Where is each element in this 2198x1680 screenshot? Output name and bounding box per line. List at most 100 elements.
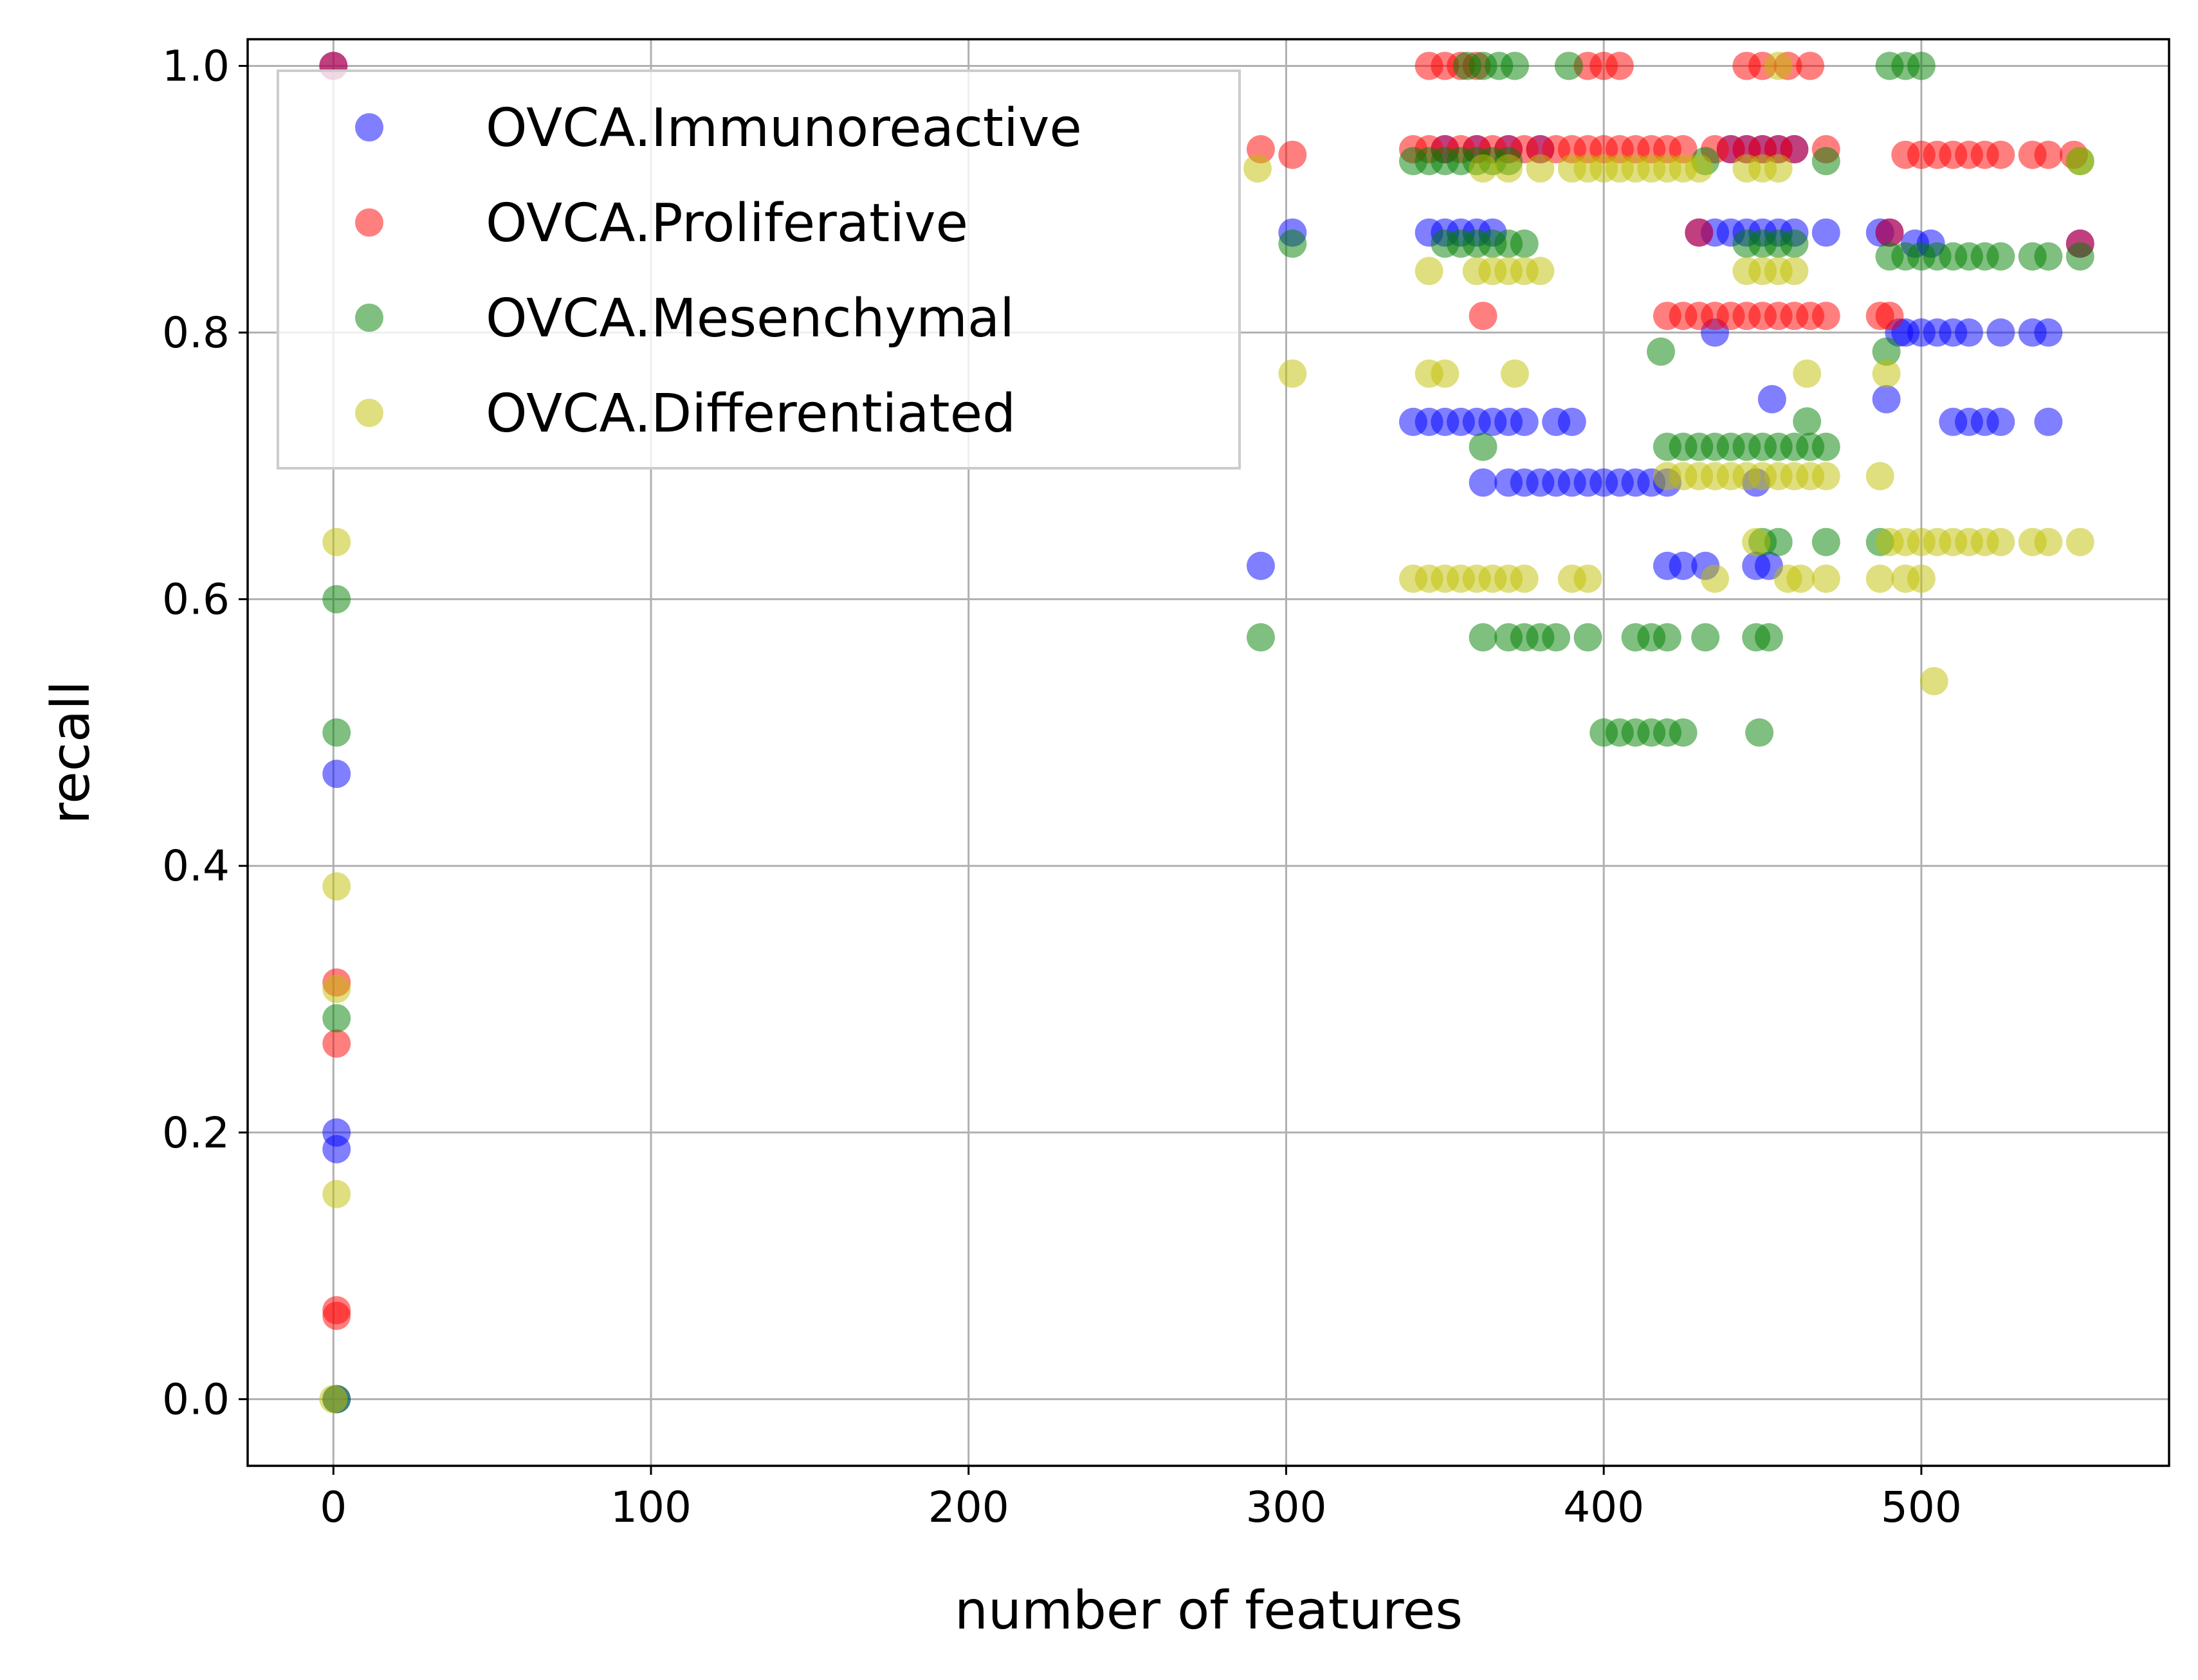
legend-marker [355, 304, 383, 332]
x-tick-label: 100 [610, 1483, 691, 1532]
y-tick-label: 0.8 [162, 308, 230, 358]
data-point [1872, 359, 1901, 388]
data-point [1526, 154, 1555, 183]
data-point [1986, 242, 2015, 271]
data-point [1246, 623, 1275, 652]
data-point [1653, 623, 1681, 652]
data-point [2065, 147, 2094, 176]
data-point [2065, 242, 2094, 271]
data-point [1542, 623, 1571, 652]
data-point [1780, 135, 1809, 164]
legend-marker [355, 113, 383, 142]
data-point [1811, 147, 1840, 176]
data-point [322, 718, 351, 747]
data-point [1811, 462, 1840, 491]
data-point [1246, 551, 1275, 580]
data-point [1526, 257, 1555, 286]
data-points [319, 51, 2094, 1414]
data-point [1605, 51, 1634, 80]
data-point [1875, 218, 1904, 247]
data-point [1986, 527, 2015, 556]
data-point [1669, 551, 1698, 580]
data-point [1557, 407, 1586, 436]
data-point [1811, 302, 1840, 331]
y-tick-label: 0.6 [162, 575, 230, 625]
data-point [1469, 154, 1497, 183]
data-point [1685, 218, 1714, 247]
data-point [1872, 337, 1901, 366]
data-point [1811, 432, 1840, 461]
data-point [1865, 462, 1894, 491]
data-point [1811, 218, 1840, 247]
data-point [1954, 318, 1983, 347]
data-point [1793, 407, 1822, 436]
data-point [2034, 407, 2063, 436]
data-point [1780, 229, 1809, 258]
data-point [1754, 623, 1783, 652]
data-point [1872, 385, 1901, 414]
y-tick-label: 0.0 [162, 1374, 230, 1424]
data-point [1685, 154, 1714, 183]
data-point [1796, 51, 1825, 80]
data-point [319, 1385, 348, 1414]
legend-label: OVCA.Proliferative [486, 193, 968, 254]
data-point [1700, 564, 1729, 593]
data-point [2034, 318, 2063, 347]
legend: OVCA.Immunoreactive OVCA.Proliferative OVC… [277, 69, 1241, 470]
data-point [322, 585, 351, 614]
data-point [1745, 718, 1774, 747]
data-point [1986, 318, 2015, 347]
data-point [2034, 140, 2063, 169]
data-point [1278, 229, 1307, 258]
data-point [1469, 468, 1497, 497]
legend-label: OVCA.Immunoreactive [486, 98, 1082, 159]
data-point [1865, 564, 1894, 593]
x-tick-label: 500 [1881, 1483, 1962, 1532]
data-point [1793, 359, 1822, 388]
data-point [1573, 623, 1602, 652]
data-point [1510, 229, 1539, 258]
y-tick-label: 0.2 [162, 1108, 230, 1158]
legend-marker [355, 208, 383, 237]
data-point [1907, 51, 1936, 80]
legend-marker [355, 399, 383, 427]
data-point [322, 1004, 351, 1033]
data-point [1494, 154, 1523, 183]
x-tick-label: 300 [1245, 1483, 1326, 1532]
data-point [1780, 257, 1809, 286]
data-point [322, 1029, 351, 1058]
data-point [1415, 257, 1443, 286]
axis-ticks: 0 100 200 300 400 500 0.0 0.2 0.4 0.6 0.8 1.0 [162, 41, 1962, 1532]
legend-box [277, 69, 1241, 470]
data-point [1691, 623, 1720, 652]
data-point [1278, 359, 1307, 388]
data-point [1573, 564, 1602, 593]
data-point [1647, 337, 1676, 366]
data-point [1554, 51, 1583, 80]
data-point [1500, 51, 1529, 80]
data-point [1764, 527, 1793, 556]
data-point [322, 1180, 351, 1209]
data-point [1811, 564, 1840, 593]
data-point [322, 760, 351, 789]
data-point [1742, 527, 1771, 556]
data-point [2034, 242, 2063, 271]
x-tick-label: 0 [320, 1483, 347, 1532]
data-point [1469, 302, 1497, 331]
data-point [1431, 359, 1460, 388]
legend-label: OVCA.Mesenchymal [486, 288, 1014, 349]
data-point [322, 1135, 351, 1164]
data-point [1919, 667, 1948, 696]
data-point [1669, 718, 1698, 747]
data-point [1811, 527, 1840, 556]
data-point [1510, 564, 1539, 593]
data-point [1907, 564, 1936, 593]
x-tick-label: 200 [928, 1483, 1009, 1532]
data-point [322, 974, 351, 1003]
data-point [1500, 359, 1529, 388]
legend-label: OVCA.Differentiated [486, 383, 1016, 444]
data-point [1786, 564, 1815, 593]
x-axis-label: number of features [955, 1580, 1463, 1641]
